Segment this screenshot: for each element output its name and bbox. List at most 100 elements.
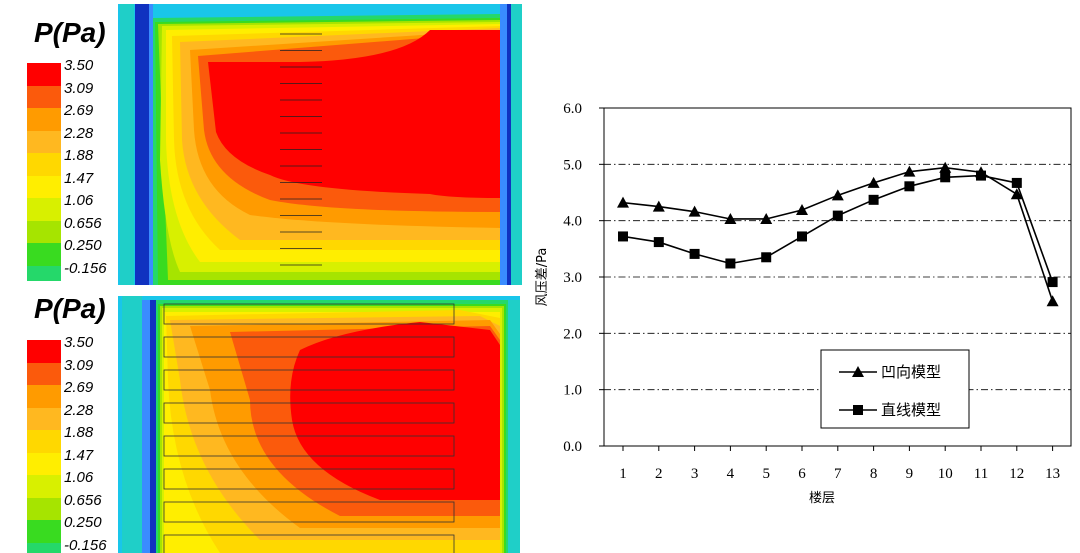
legend-label: 直线模型	[881, 401, 941, 419]
y-tick-label: 1.0	[563, 383, 582, 399]
legend-tick-label: 1.06	[64, 192, 94, 209]
x-tick-label: 2	[655, 466, 663, 482]
legend-tick-label: 3.09	[64, 80, 94, 97]
legend-swatch	[27, 385, 61, 408]
wall-band	[135, 4, 149, 285]
square-data-point	[1047, 277, 1058, 288]
triangle-data-point	[796, 203, 808, 215]
square-data-point	[653, 237, 664, 248]
x-tick-label: 12	[1009, 466, 1024, 482]
legend-swatch	[27, 86, 61, 108]
wall-band	[150, 300, 156, 553]
legend-swatch	[27, 221, 61, 243]
square-data-point	[725, 258, 736, 269]
legend-tick-label: 3.50	[64, 57, 94, 74]
contour-panel-bottom: P(Pa) 3.50 3.09 2.69 2.28 1.88 1.47 1.06…	[27, 293, 520, 553]
legend-swatch	[27, 453, 61, 475]
legend-tick-label: 1.88	[64, 424, 94, 441]
legend-label: 凹向模型	[881, 363, 941, 381]
wall-band	[149, 4, 153, 285]
x-axis-label: 楼层	[809, 491, 835, 506]
square-data-point	[689, 248, 700, 259]
square-data-point	[1011, 177, 1022, 188]
legend-tick-label: -0.156	[64, 537, 107, 553]
floor-outline	[163, 303, 455, 325]
legend-swatch	[27, 408, 61, 430]
x-tick-label: 3	[691, 466, 699, 482]
legend-square-marker	[853, 405, 863, 415]
triangle-data-point	[688, 205, 701, 217]
legend-tick-label: 2.69	[63, 102, 94, 119]
triangle-data-point	[939, 161, 952, 173]
floor-outline	[163, 402, 455, 424]
legend-tick-label: -0.156	[64, 260, 107, 277]
legend-swatch	[27, 131, 61, 153]
triangle-data-point	[760, 212, 773, 224]
square-data-point	[904, 181, 915, 192]
contour-band	[290, 322, 500, 500]
x-tick-label: 5	[762, 466, 770, 482]
x-tick-label: 6	[798, 466, 806, 482]
legend-tick-label: 0.656	[64, 215, 102, 232]
triangle-data-point	[831, 189, 844, 201]
legend-swatch	[27, 498, 61, 520]
wall-band	[500, 4, 507, 285]
y-tick-label: 3.0	[563, 270, 582, 286]
legend-tick-label: 1.47	[64, 170, 94, 187]
x-tick-label: 10	[938, 466, 953, 482]
square-data-point	[940, 172, 951, 183]
floor-outlines	[163, 303, 455, 553]
contour-band	[120, 4, 134, 285]
x-tick-label: 7	[834, 466, 842, 482]
floor-outline	[163, 501, 455, 523]
x-tick-label: 13	[1045, 466, 1060, 482]
legend-tick-label: 1.06	[64, 469, 94, 486]
square-data-point	[618, 231, 628, 242]
legend-tick-label: 2.69	[63, 379, 94, 396]
pressure-contour-plot	[118, 4, 522, 285]
legend-triangle-marker	[852, 366, 864, 377]
legend-swatch	[27, 363, 61, 385]
chart-legend: 凹向模型 直线模型	[820, 349, 970, 429]
wall-band	[142, 300, 150, 553]
contour-band	[122, 296, 142, 553]
wall-band	[507, 4, 511, 285]
legend-tick-label: 1.47	[64, 447, 94, 464]
legend-tick-label: 2.28	[63, 402, 94, 419]
legend-tick-label: 1.88	[64, 147, 94, 164]
x-tick-label: 8	[870, 466, 878, 482]
floor-outline	[163, 336, 455, 358]
wall-band	[511, 4, 522, 285]
legend-tick-label: 0.250	[64, 237, 102, 254]
color-legend: 3.50 3.09 2.69 2.28 1.88 1.47 1.06 0.656…	[27, 57, 107, 281]
x-axis-ticks: 1 2 3 4 5 6 7 8 9 10 11 12 13	[619, 446, 1060, 482]
y-axis-ticks: 0.0 1.0 2.0 3.0 4.0 5.0 6.0	[563, 101, 604, 455]
contour-panel-top: P(Pa) 3.50 3.09 2.69 2.28 1.88 1.47 1.06…	[27, 4, 522, 285]
legend-swatch	[27, 63, 61, 86]
legend-swatch	[27, 475, 61, 498]
y-tick-label: 4.0	[563, 214, 582, 230]
square-data-point	[868, 194, 879, 205]
triangle-data-point	[1046, 295, 1059, 307]
legend-swatch	[27, 153, 61, 176]
legend-swatch	[27, 243, 61, 266]
triangle-data-point	[903, 165, 916, 177]
triangle-data-point	[867, 176, 880, 188]
square-data-point	[976, 170, 986, 181]
floor-outline	[163, 534, 455, 553]
legend-swatch	[27, 266, 61, 281]
square-data-point	[797, 231, 807, 242]
legend-swatch	[27, 176, 61, 198]
legend-tick-label: 3.09	[64, 357, 94, 374]
line-chart: 0.01.02.03.04.05.06.0 1 2 3 4 5 6 7 8 9 10 11 12 13 …	[535, 101, 1072, 506]
triangle-data-point	[724, 212, 737, 224]
series-line	[622, 166, 1054, 302]
legend-swatch	[27, 520, 61, 543]
color-legend: 3.50 3.09 2.69 2.28 1.88 1.47 1.06 0.656…	[27, 334, 107, 553]
legend-box	[820, 349, 970, 429]
x-tick-label: 1	[619, 466, 627, 482]
triangle-data-point	[652, 200, 665, 212]
x-tick-label: 4	[727, 466, 735, 482]
pressure-contour-plot	[118, 296, 520, 553]
